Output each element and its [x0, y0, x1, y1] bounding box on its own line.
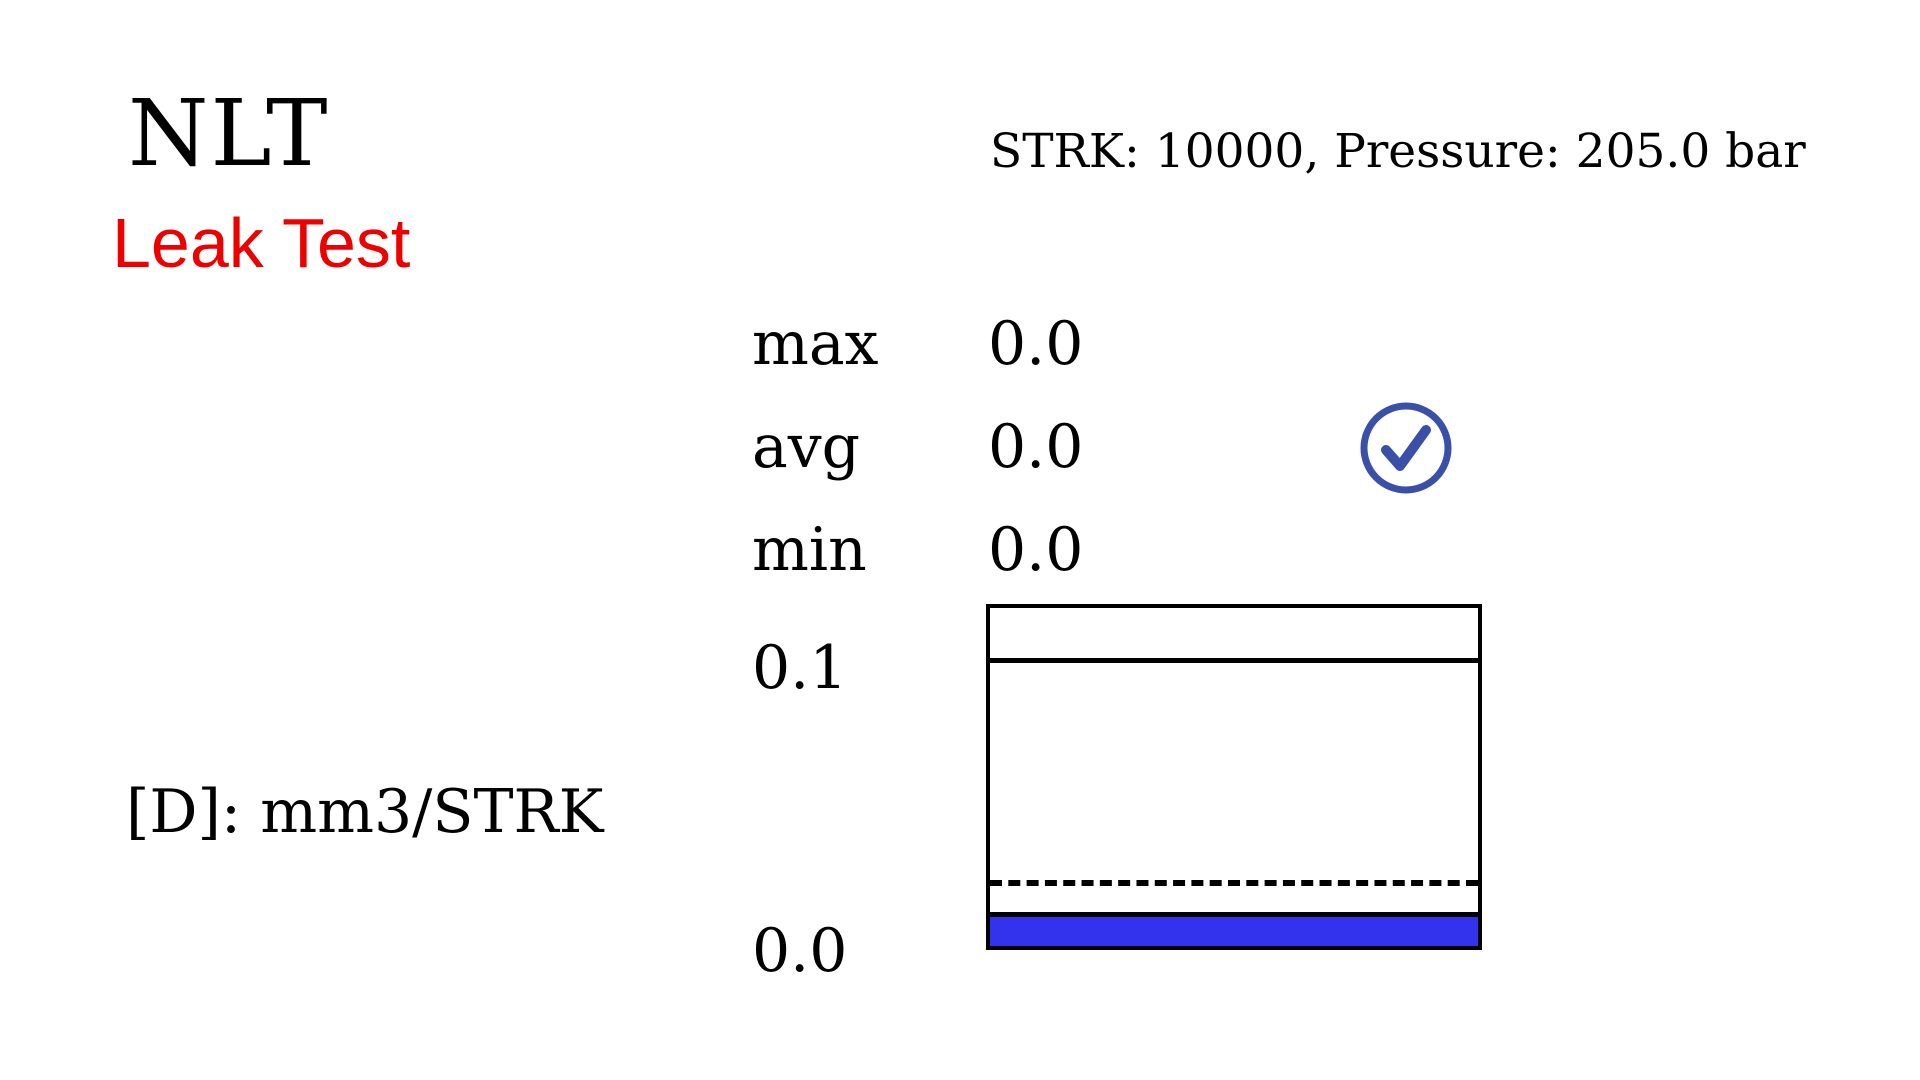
- stat-min-label: min: [752, 515, 867, 585]
- app-title: NLT: [128, 80, 330, 187]
- check-circle-icon: [1360, 402, 1452, 494]
- gauge-scale-min: 0.0: [752, 916, 848, 986]
- gauge-limit-line: [990, 657, 1478, 663]
- stat-max-label: max: [752, 309, 879, 379]
- stat-avg-label: avg: [752, 412, 861, 482]
- stat-min-value: 0.0: [988, 515, 1084, 585]
- test-name: Leak Test: [112, 204, 411, 282]
- unit-label: [D]: mm3/STRK: [126, 777, 604, 847]
- leak-gauge: [986, 604, 1482, 950]
- gauge-scale-max: 0.1: [752, 633, 848, 703]
- stat-avg-value: 0.0: [988, 412, 1084, 482]
- gauge-level-bar: [990, 911, 1478, 946]
- gauge-reference-line: [990, 879, 1478, 886]
- status-line: STRK: 10000, Pressure: 205.0 bar: [990, 124, 1806, 179]
- stat-max-value: 0.0: [988, 309, 1084, 379]
